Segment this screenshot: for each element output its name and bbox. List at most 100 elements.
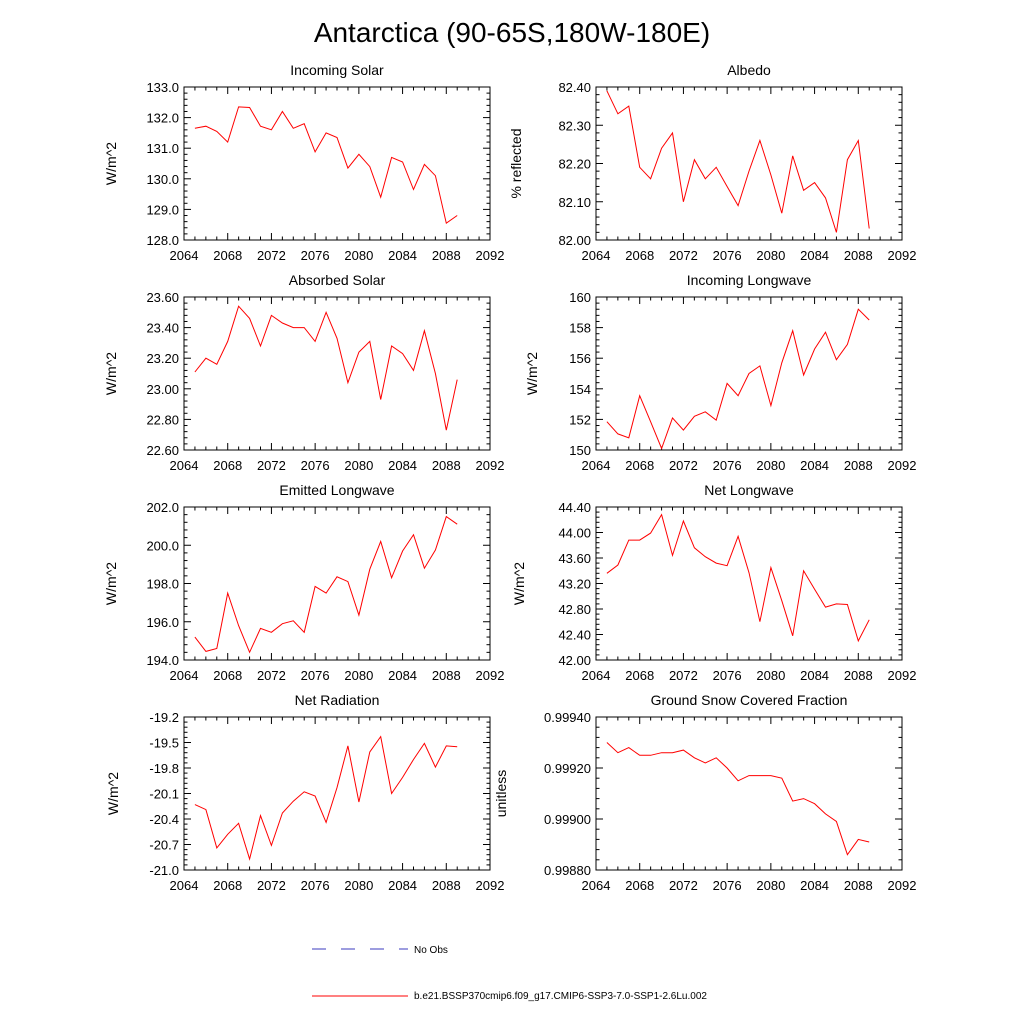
x-tick-label: 2068 <box>625 668 654 683</box>
legend-obs-label: No Obs <box>414 945 448 956</box>
y-tick-label: 131.0 <box>146 141 179 156</box>
chart-panel: Albedo % reflected 2064 2068 2072 2076 2080 208… <box>508 62 916 263</box>
legend: No Obs b.e21.BSSP370cmip6.f09_g17.CMIP6-… <box>312 945 707 1002</box>
y-tick-label: 23.00 <box>146 382 179 397</box>
plot-frame <box>183 716 491 871</box>
y-tick-label: 82.00 <box>558 233 591 248</box>
panel-title: Ground Snow Covered Fraction <box>651 692 848 708</box>
y-tick-label: 0.99900 <box>544 812 591 827</box>
y-tick-label: 23.40 <box>146 321 179 336</box>
y-axis-label: W/m^2 <box>511 562 527 605</box>
plot-frame <box>595 86 903 241</box>
chart-panel: Net Longwave W/m^2 2064 2068 2072 2076 2080 208… <box>511 482 916 683</box>
x-tick-label: 2076 <box>301 668 330 683</box>
x-tick-label: 2092 <box>888 878 917 893</box>
panel-title: Albedo <box>727 62 771 78</box>
y-tick-label: 42.00 <box>558 653 591 668</box>
series-line <box>606 742 870 856</box>
chart-panel: Incoming Solar W/m^2 2064 2068 2072 2076 2080 2… <box>103 62 504 263</box>
x-tick-label: 2088 <box>432 248 461 263</box>
x-tick-label: 2068 <box>213 458 242 473</box>
y-tick-label: 133.0 <box>146 80 179 95</box>
y-tick-label: -20.1 <box>149 787 179 802</box>
x-tick-label: 2064 <box>170 458 199 473</box>
x-tick-label: 2064 <box>582 248 611 263</box>
panel-title: Incoming Solar <box>290 62 384 78</box>
y-tick-label: 23.20 <box>146 351 179 366</box>
y-tick-label: 0.99920 <box>544 761 591 776</box>
x-tick-label: 2092 <box>476 458 505 473</box>
y-tick-label: 200.0 <box>146 538 179 553</box>
y-axis-label: % reflected <box>508 128 524 198</box>
y-tick-label: 44.40 <box>558 500 591 515</box>
x-tick-label: 2076 <box>301 878 330 893</box>
x-tick-label: 2080 <box>756 878 785 893</box>
y-tick-label: 152 <box>569 412 591 427</box>
y-tick-label: 42.80 <box>558 602 591 617</box>
chart-panel: Emitted Longwave W/m^2 2064 2068 2072 2076 208… <box>103 482 504 683</box>
y-tick-label: 132.0 <box>146 111 179 126</box>
y-axis-label: W/m^2 <box>103 352 119 395</box>
chart-panel: Net Radiation W/m^2 2064 2068 2072 2076 2080 20… <box>105 692 504 893</box>
chart-panel: Absorbed Solar W/m^2 2064 2068 2072 2076 2080 2… <box>103 272 504 473</box>
x-tick-label: 2068 <box>213 248 242 263</box>
chart-panel: Ground Snow Covered Fraction unitless 2064… <box>493 692 916 893</box>
y-tick-label: 82.40 <box>558 80 591 95</box>
x-tick-label: 2092 <box>888 458 917 473</box>
x-tick-label: 2072 <box>257 248 286 263</box>
x-tick-label: 2092 <box>476 878 505 893</box>
x-tick-label: 2084 <box>388 878 417 893</box>
x-tick-label: 2084 <box>388 668 417 683</box>
y-tick-label: -19.8 <box>149 761 179 776</box>
y-tick-label: 160 <box>569 290 591 305</box>
x-tick-label: 2088 <box>432 458 461 473</box>
y-tick-label: 44.00 <box>558 526 591 541</box>
legend-model-label: b.e21.BSSP370cmip6.f09_g17.CMIP6-SSP3-7.… <box>414 991 707 1002</box>
x-tick-label: 2084 <box>388 458 417 473</box>
y-tick-label: 156 <box>569 351 591 366</box>
y-tick-label: 42.40 <box>558 628 591 643</box>
y-tick-label: 130.0 <box>146 172 179 187</box>
x-tick-label: 2072 <box>669 458 698 473</box>
y-tick-label: 23.60 <box>146 290 179 305</box>
y-axis-label: W/m^2 <box>103 142 119 185</box>
y-tick-label: 150 <box>569 443 591 458</box>
x-tick-label: 2072 <box>257 878 286 893</box>
x-tick-label: 2072 <box>669 248 698 263</box>
x-tick-label: 2080 <box>344 668 373 683</box>
x-tick-label: 2064 <box>170 878 199 893</box>
y-tick-label: 22.60 <box>146 443 179 458</box>
y-tick-label: 198.0 <box>146 577 179 592</box>
panels: Incoming Solar W/m^2 2064 2068 2072 2076 2080 2… <box>103 62 916 893</box>
series-line <box>194 305 458 431</box>
x-tick-label: 2068 <box>625 878 654 893</box>
x-tick-label: 2080 <box>344 878 373 893</box>
y-tick-label: 43.60 <box>558 551 591 566</box>
x-tick-label: 2068 <box>213 878 242 893</box>
plot-frame <box>183 86 491 241</box>
x-tick-label: 2080 <box>756 248 785 263</box>
y-tick-label: 82.10 <box>558 195 591 210</box>
x-tick-label: 2088 <box>432 878 461 893</box>
x-tick-label: 2088 <box>844 248 873 263</box>
y-tick-label: 196.0 <box>146 615 179 630</box>
x-tick-label: 2064 <box>582 878 611 893</box>
y-tick-label: -20.7 <box>149 838 179 853</box>
x-tick-label: 2068 <box>213 668 242 683</box>
x-tick-label: 2088 <box>844 458 873 473</box>
y-tick-label: 128.0 <box>146 233 179 248</box>
x-tick-label: 2076 <box>713 878 742 893</box>
y-tick-label: 22.80 <box>146 412 179 427</box>
y-tick-label: 158 <box>569 321 591 336</box>
x-tick-label: 2076 <box>301 458 330 473</box>
x-tick-label: 2076 <box>713 248 742 263</box>
series-line <box>194 515 458 654</box>
y-axis-label: W/m^2 <box>524 352 540 395</box>
series-line <box>194 106 458 225</box>
x-tick-label: 2084 <box>800 248 829 263</box>
panel-title: Emitted Longwave <box>279 482 394 498</box>
y-tick-label: 43.20 <box>558 577 591 592</box>
plot-frame <box>183 506 491 661</box>
plot-frame <box>183 296 491 451</box>
x-tick-label: 2080 <box>756 668 785 683</box>
